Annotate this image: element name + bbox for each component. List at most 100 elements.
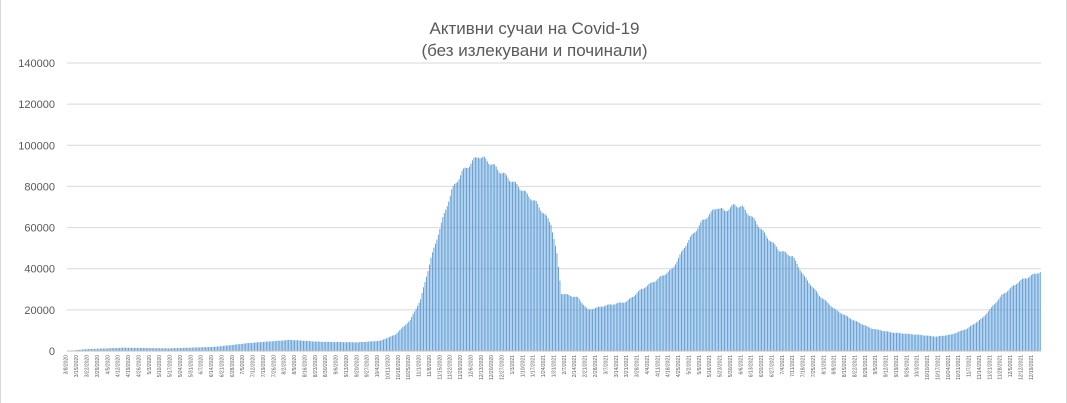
bar [887, 331, 889, 351]
bar [611, 304, 613, 351]
x-tick-label: 2/21/2021 [583, 355, 589, 377]
x-tick-label: 6/6/2021 [738, 355, 744, 375]
bar [765, 235, 767, 351]
x-tick-label: 5/24/2020 [178, 355, 184, 377]
bar [925, 335, 927, 351]
bar [847, 316, 848, 351]
bar [234, 344, 236, 351]
x-tick-label: 11/21/2021 [987, 355, 993, 380]
bar [248, 343, 250, 351]
bar [1002, 293, 1004, 351]
bar [743, 207, 745, 351]
bar [685, 245, 687, 351]
bar [313, 341, 315, 351]
bar [209, 347, 211, 351]
x-tick-label: 5/30/2021 [728, 355, 734, 377]
bar [842, 314, 844, 351]
bar [427, 271, 429, 351]
bar [374, 341, 376, 351]
bar [958, 331, 960, 351]
bar [749, 216, 751, 351]
x-tick-label: 7/19/2020 [261, 355, 267, 377]
bar [132, 347, 134, 351]
bar [305, 340, 307, 351]
bar [437, 234, 439, 351]
bar [529, 199, 531, 351]
bar [746, 212, 748, 351]
bar [571, 296, 573, 351]
bar [491, 164, 493, 351]
bar [950, 334, 952, 351]
bar [260, 342, 261, 351]
bar [543, 213, 545, 351]
y-tick-label: 0 [49, 346, 55, 358]
bar [709, 213, 711, 351]
bar [431, 252, 433, 351]
bar [630, 297, 632, 351]
bar [498, 172, 500, 351]
bar [430, 257, 432, 351]
x-tick-label: 3/28/2021 [635, 355, 641, 377]
bar [921, 335, 923, 351]
bar [188, 347, 190, 351]
bar [337, 341, 339, 351]
bar [255, 342, 257, 351]
bar [457, 181, 459, 351]
bar [172, 348, 174, 351]
bar [356, 342, 358, 351]
y-tick-label: 60000 [24, 223, 55, 235]
bar [91, 348, 92, 351]
bar [408, 321, 410, 351]
bar [962, 330, 964, 351]
bar [82, 349, 84, 351]
bar [196, 347, 198, 351]
bar [590, 309, 592, 351]
bar [639, 289, 641, 351]
bar [215, 346, 217, 351]
bar [759, 228, 761, 351]
bar [1024, 278, 1026, 351]
x-tick-label: 8/23/2020 [313, 355, 319, 377]
bar [340, 341, 341, 351]
bar [228, 345, 230, 351]
bar [706, 218, 708, 351]
bar [280, 340, 282, 351]
bar [225, 345, 227, 351]
bar [817, 293, 819, 351]
bar [277, 340, 279, 351]
bar [740, 206, 742, 351]
bar [307, 340, 309, 351]
x-tick-label: 1/24/2021 [541, 355, 547, 377]
bar [878, 329, 880, 351]
bar [150, 348, 152, 351]
x-tick-label: 6/7/2020 [199, 355, 205, 375]
x-tick-label: 9/5/2021 [873, 355, 879, 375]
bar [684, 247, 685, 351]
bar [832, 307, 834, 351]
bar [867, 326, 869, 351]
bar [243, 343, 245, 351]
bar [651, 282, 653, 351]
bar [328, 341, 330, 351]
bar [944, 335, 946, 351]
bar [262, 341, 264, 351]
bar [519, 189, 521, 351]
bar [987, 311, 989, 351]
bar [620, 302, 622, 351]
bar [934, 336, 936, 351]
bar [755, 221, 757, 351]
bar [1023, 278, 1025, 351]
bar [949, 334, 951, 351]
bar [675, 264, 677, 351]
bar [670, 268, 672, 351]
bar [595, 308, 596, 351]
bar [264, 341, 266, 351]
x-tick-label: 7/26/2020 [271, 355, 277, 377]
bar [221, 346, 223, 351]
bar [80, 349, 82, 351]
x-tick-label: 10/25/2020 [406, 355, 412, 380]
bar [218, 346, 220, 351]
bar [1039, 272, 1041, 351]
bar [552, 232, 553, 351]
